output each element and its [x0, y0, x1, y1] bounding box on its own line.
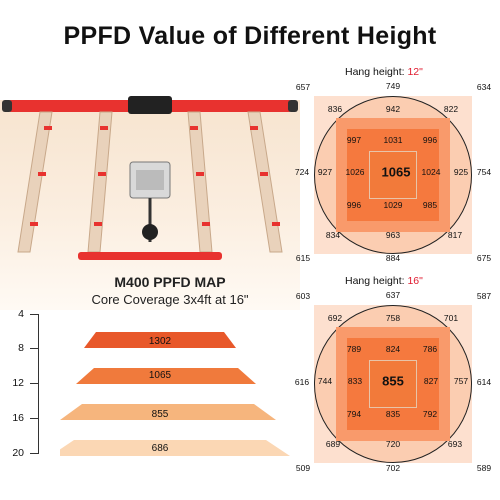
- ppfd-inner-bl: 794: [346, 409, 362, 419]
- core-coverage-subtitle: Core Coverage 3x4ft at 16": [91, 292, 249, 307]
- ppfd-ring-top: 942: [385, 104, 401, 114]
- ppfd-corner-tr: 634: [476, 82, 492, 92]
- ppfd-inner-bottom: 1029: [383, 200, 403, 210]
- ppfd-ring-tr: 822: [443, 104, 459, 114]
- ppfd-inner-bottom: 835: [385, 409, 401, 419]
- height-label-8: 8: [18, 342, 24, 354]
- height-scale-tick: [30, 383, 39, 384]
- ppfd-ring-br: 693: [447, 439, 463, 449]
- ppfd-inner-tr: 786: [422, 344, 438, 354]
- height-scale-tick: [30, 453, 39, 454]
- ppfd-inner-tr: 996: [422, 135, 438, 145]
- ppfd-corner-top: 749: [385, 81, 401, 91]
- ppfd-map-12in: 836 942 822 927 925 834 963 817 997 1031…: [314, 96, 472, 254]
- coverage-core: [369, 151, 417, 199]
- coverage-core: [369, 360, 417, 408]
- ppfd-corner-br: 675: [476, 253, 492, 263]
- ppfd-corner-bottom: 702: [385, 463, 401, 473]
- ppfd-inner-right: 1024: [421, 167, 441, 177]
- ppfd-ring-right: 757: [453, 376, 469, 386]
- intensity-value-16in: 855: [151, 409, 169, 420]
- hang-height-label-16: Hang height: 16": [345, 275, 423, 287]
- ppfd-corner-tr: 587: [476, 291, 492, 301]
- intensity-bar-12in: [76, 368, 256, 384]
- ppfd-ring-left: 744: [317, 376, 333, 386]
- ppfd-ring-br: 817: [447, 230, 463, 240]
- hang-height-label-12: Hang height: 12": [345, 66, 423, 78]
- intensity-bar-16in: [60, 404, 276, 420]
- height-scale-tick: [30, 418, 39, 419]
- intensity-bar-8in: [84, 332, 236, 348]
- ppfd-ring-top: 758: [385, 313, 401, 323]
- ppfd-ring-bottom: 720: [385, 439, 401, 449]
- ppfd-ring-tl: 836: [327, 104, 343, 114]
- ppfd-ring-right: 925: [453, 167, 469, 177]
- page-title: PPFD Value of Different Height: [63, 22, 437, 50]
- grow-light-fixture-illustration: [2, 96, 298, 260]
- ppfd-ring-tr: 701: [443, 313, 459, 323]
- ppfd-center-value: 855: [382, 373, 404, 389]
- ppfd-ring-bl: 834: [325, 230, 341, 240]
- ppfd-corner-bottom: 884: [385, 253, 401, 263]
- ppfd-corner-top: 637: [385, 290, 401, 300]
- ppfd-ring-tl: 692: [327, 313, 343, 323]
- ppfd-inner-bl: 996: [346, 200, 362, 210]
- ppfd-corner-right: 614: [476, 377, 492, 387]
- ppfd-center-value: 1065: [381, 164, 411, 180]
- height-label-20: 20: [12, 447, 24, 459]
- ppfd-inner-tl: 789: [346, 344, 362, 354]
- height-scale-axis: [38, 314, 39, 454]
- ppfd-corner-left: 724: [294, 167, 310, 177]
- ppfd-ring-bl: 689: [325, 439, 341, 449]
- height-label-4: 4: [18, 308, 24, 320]
- ppfd-corner-right: 754: [476, 167, 492, 177]
- height-label-12: 12: [12, 377, 24, 389]
- ppfd-inner-left: 833: [347, 376, 363, 386]
- ppfd-inner-br: 792: [422, 409, 438, 419]
- ppfd-corner-left: 616: [294, 377, 310, 387]
- height-scale-tick: [30, 314, 39, 315]
- ppfd-ring-left: 927: [317, 167, 333, 177]
- intensity-value-20in: 686: [151, 443, 169, 454]
- ppfd-inner-tl: 997: [346, 135, 362, 145]
- ppfd-inner-top: 824: [385, 344, 401, 354]
- intensity-value-8in: 1302: [148, 336, 172, 347]
- intensity-value-12in: 1065: [148, 370, 172, 381]
- ppfd-inner-br: 985: [422, 200, 438, 210]
- ppfd-inner-top: 1031: [383, 135, 403, 145]
- ppfd-inner-right: 827: [423, 376, 439, 386]
- height-label-16: 16: [12, 412, 24, 424]
- ppfd-corner-tl: 657: [295, 82, 311, 92]
- ppfd-corner-bl: 509: [295, 463, 311, 473]
- ppfd-map-title: M400 PPFD MAP: [114, 274, 226, 290]
- ppfd-map-16in: 692 758 701 744 757 689 720 693 789 824 …: [314, 305, 472, 463]
- ppfd-corner-bl: 615: [295, 253, 311, 263]
- ppfd-corner-br: 589: [476, 463, 492, 473]
- intensity-bar-20in: [60, 440, 290, 456]
- ppfd-ring-bottom: 963: [385, 230, 401, 240]
- ppfd-intensity-bars: [60, 332, 290, 456]
- ppfd-corner-tl: 603: [295, 291, 311, 301]
- height-scale-tick: [30, 348, 39, 349]
- ppfd-inner-left: 1026: [345, 167, 365, 177]
